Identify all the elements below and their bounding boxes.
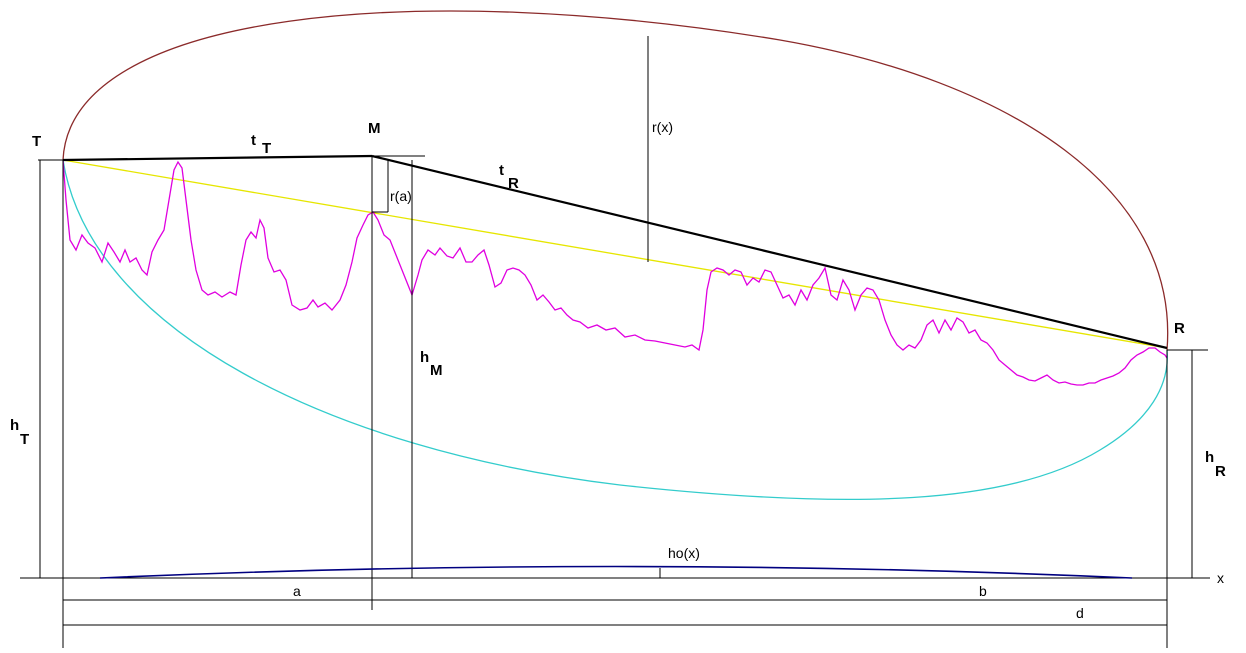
label-t: T — [32, 133, 41, 150]
label-d: d — [1076, 605, 1084, 621]
terrain-profile — [62, 159, 1168, 386]
lower-cyan-curve — [62, 159, 1168, 501]
tangent-line-r — [371, 154, 1168, 350]
label-tt-sub: T — [262, 140, 271, 157]
label-m: M — [368, 120, 381, 137]
tangent-line-t — [62, 154, 373, 162]
label-hr-sub: R — [1215, 463, 1226, 480]
label-rx: r(x) — [652, 119, 673, 135]
label-tr-main: t — [499, 162, 504, 179]
label-ht-main: h — [10, 417, 19, 434]
label-tr-sub: R — [508, 175, 519, 192]
label-hox: ho(x) — [668, 545, 700, 561]
label-a: a — [293, 583, 301, 599]
label-x-axis: x — [1217, 570, 1224, 586]
label-r: R — [1174, 320, 1185, 337]
earth-bulge-curve — [99, 565, 1133, 579]
label-b: b — [979, 583, 987, 599]
label-hm-sub: M — [430, 362, 443, 379]
label-hr-main: h — [1205, 449, 1214, 466]
direct-line-t-r — [62, 159, 1168, 349]
upper-ellipse-arc — [62, 10, 1169, 351]
label-hm-main: h — [420, 349, 429, 366]
label-ht-sub: T — [20, 431, 29, 448]
label-ra: r(a) — [390, 188, 412, 204]
label-tt-main: t — [251, 132, 256, 149]
